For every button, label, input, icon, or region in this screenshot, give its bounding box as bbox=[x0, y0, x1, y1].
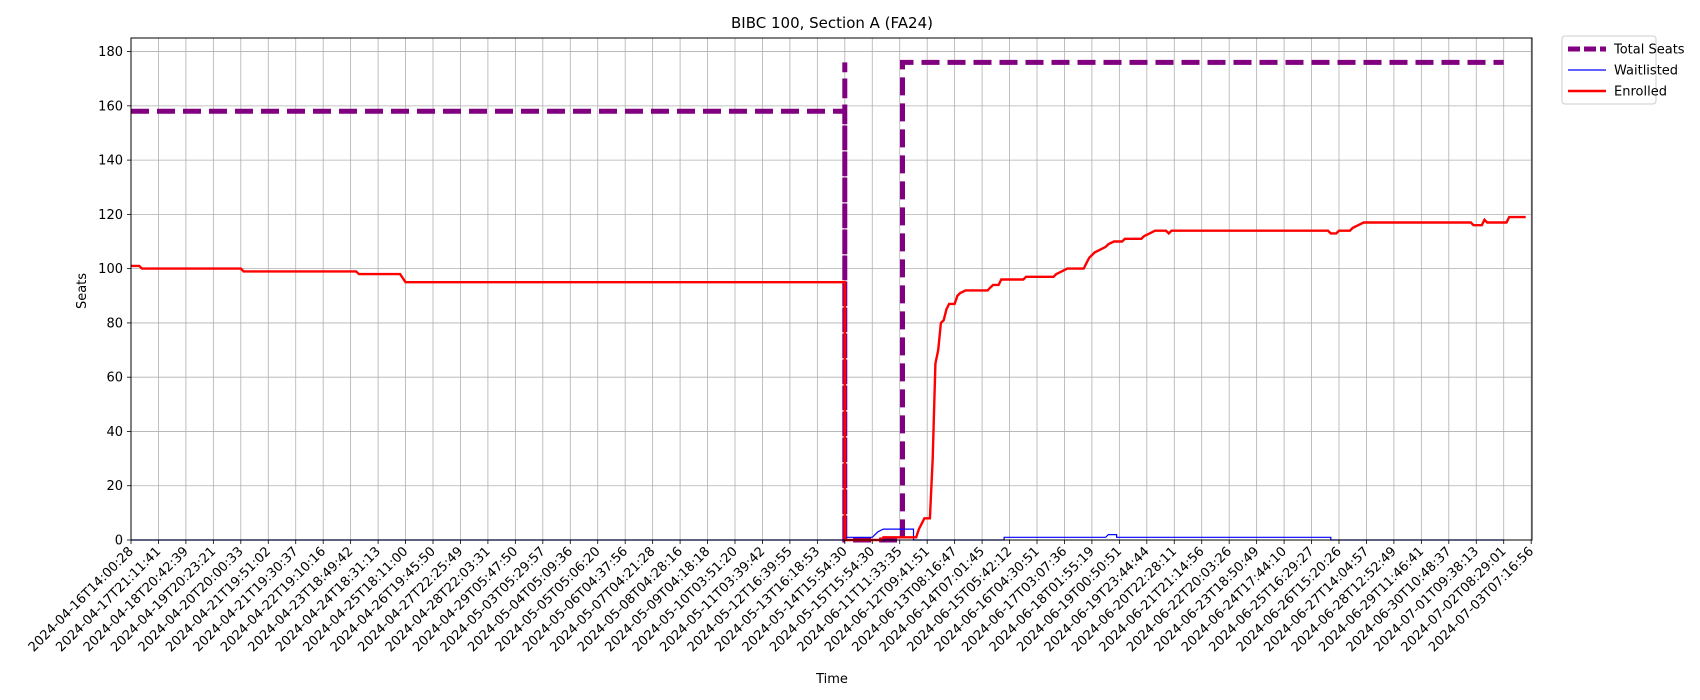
y-axis: 0 20 40 60 80 100 120 140 160 180 bbox=[98, 45, 131, 549]
legend: Total Seats Waitlisted Enrolled bbox=[1561, 35, 1685, 105]
legend-label: Waitlisted bbox=[1614, 64, 1678, 79]
y-tick-label: 0 bbox=[115, 534, 123, 549]
y-tick-label: 140 bbox=[98, 154, 123, 169]
legend-label: Total Seats bbox=[1613, 43, 1685, 58]
y-tick-label: 20 bbox=[106, 479, 123, 494]
x-axis-label: Time bbox=[815, 672, 848, 687]
series-line-enrolled bbox=[131, 215, 1526, 542]
y-tick-label: 100 bbox=[98, 262, 123, 277]
y-tick-label: 40 bbox=[106, 425, 123, 440]
y-tick-label: 160 bbox=[98, 99, 123, 114]
y-tick-label: 80 bbox=[106, 316, 123, 331]
legend-box bbox=[1561, 35, 1657, 105]
y-tick-label: 120 bbox=[98, 208, 123, 223]
y-tick-label: 180 bbox=[98, 45, 123, 60]
chart-title: BIBC 100, Section A (FA24) bbox=[731, 14, 933, 32]
legend-label: Enrolled bbox=[1614, 85, 1667, 100]
y-axis-label: Seats bbox=[75, 273, 90, 309]
plot-frame bbox=[130, 37, 1533, 541]
y-tick-label: 60 bbox=[106, 371, 123, 386]
x-axis: 2024-04-16T14:00:282024-04-17T21:11:4120… bbox=[26, 540, 1537, 655]
